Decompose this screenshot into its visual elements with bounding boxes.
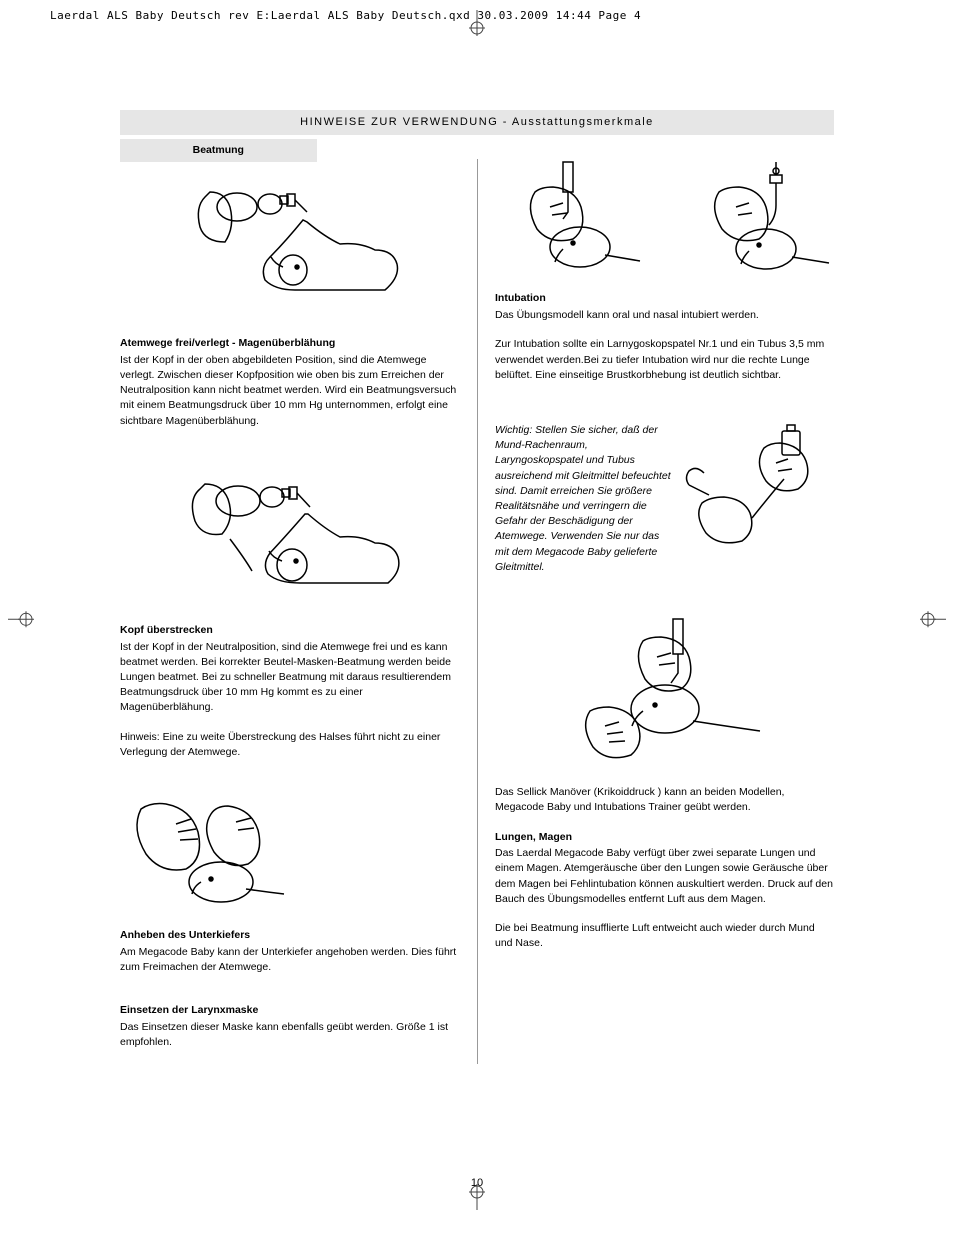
illustration-jaw-lift [116,774,459,914]
heading-unterkiefer: Anheben des Unterkiefers [120,928,459,943]
illustration-bag-mask-1 [120,172,459,322]
two-column-layout: Beatmung [120,139,834,1064]
text-intubation-2: Zur Intubation sollte ein Larnygoskopspa… [495,337,834,383]
column-divider [477,159,478,1064]
page-content: HINWEISE ZUR VERWENDUNG - Ausstattungsme… [50,40,904,1203]
page-number: 10 [471,1176,483,1191]
text-sellick: Das Sellick Manöver (Krikoiddruck ) kann… [495,785,834,815]
heading-intubation: Intubation [495,291,834,306]
note-kopf-ueberstrecken: Hinweis: Eine zu weite Überstreckung des… [120,730,459,760]
right-column: Intubation Das Übungsmodell kann oral un… [477,139,834,1064]
text-kopf-ueberstrecken: Ist der Kopf in der Neutralposition, sin… [120,640,459,716]
crop-mark-right-icon [918,609,946,634]
text-larynxmaske: Das Einsetzen dieser Maske kann ebenfall… [120,1020,459,1050]
text-intubation-1: Das Übungsmodell kann oral und nasal int… [495,308,834,323]
crop-mark-left-icon [8,609,36,634]
illustration-lubricant [684,423,834,558]
sub-header-beatmung: Beatmung [120,139,317,162]
left-column: Beatmung [120,139,477,1064]
heading-lungen-magen: Lungen, Magen [495,830,834,845]
heading-atemwege: Atemwege frei/verlegt - Magenüberblähung [120,336,459,351]
section-title: HINWEISE ZUR VERWENDUNG - Ausstattungsme… [120,110,834,135]
crop-mark-top-icon [467,10,487,43]
illustration-nasal-intubation [684,157,834,277]
heading-kopf-ueberstrecken: Kopf überstrecken [120,623,459,638]
text-lungen-magen-1: Das Laerdal Megacode Baby verfügt über z… [495,846,834,907]
illustration-sellick [495,611,834,771]
text-atemwege: Ist der Kopf in der oben abgebildeten Po… [120,353,459,429]
illustration-oral-intubation [495,157,645,277]
text-unterkiefer: Am Megacode Baby kann der Unterkiefer an… [120,945,459,975]
important-note-block: Wichtig: Stellen Sie sicher, daß der Mun… [495,423,834,575]
text-lungen-magen-2: Die bei Beatmung insufflierte Luft entwe… [495,921,834,951]
heading-larynxmaske: Einsetzen der Larynxmaske [120,1003,459,1018]
illustration-intubation-pair [495,157,834,277]
illustration-bag-mask-2 [120,459,459,609]
